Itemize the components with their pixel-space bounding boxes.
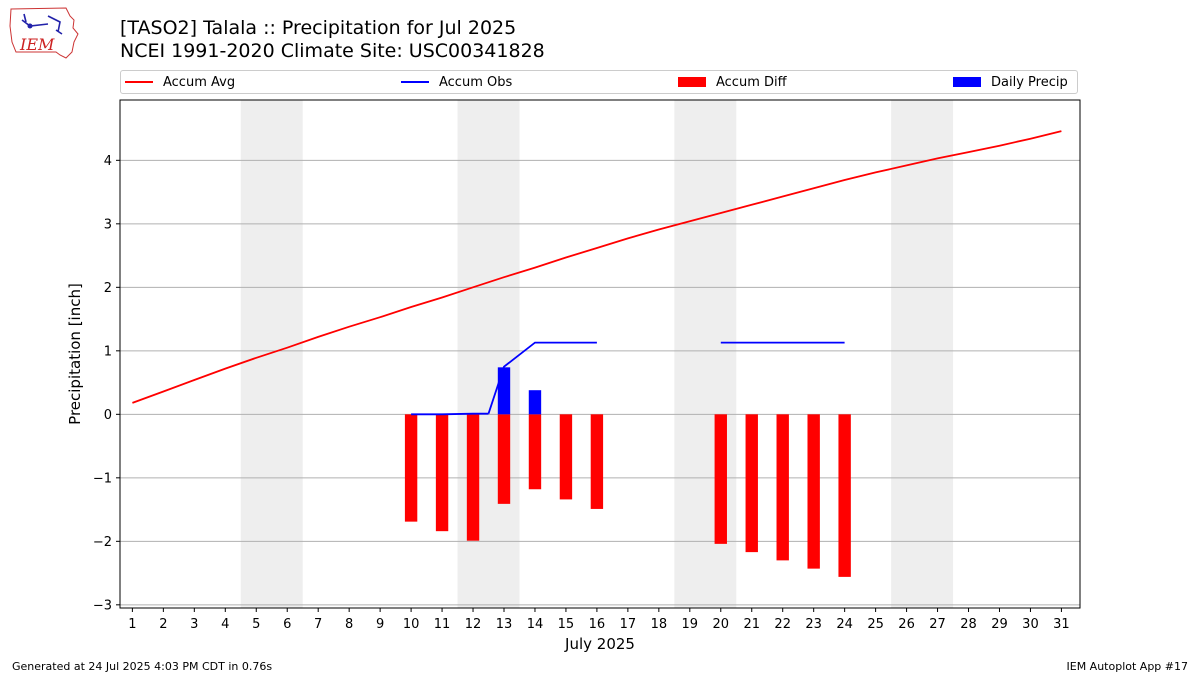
y-tick-label: 2 — [104, 281, 112, 296]
x-tick-label: 13 — [496, 617, 513, 632]
daily-precip-bar — [497, 367, 511, 415]
x-tick-label: 16 — [589, 617, 606, 632]
x-tick-label: 20 — [713, 617, 730, 632]
x-tick-label: 22 — [774, 617, 791, 632]
legend-item-accum-obs: Accum Obs — [401, 73, 512, 91]
bars — [404, 367, 851, 577]
footer-app-text: IEM Autoplot App #17 — [1066, 660, 1189, 673]
x-tick-label: 17 — [620, 617, 637, 632]
accum-obs-line — [411, 412, 489, 416]
legend-item-daily-precip: Daily Precip — [953, 73, 1068, 91]
y-tick-label: 1 — [104, 344, 112, 359]
weekend-band — [240, 100, 303, 608]
accum-diff-bar — [435, 414, 449, 532]
x-tick-label: 31 — [1053, 617, 1070, 632]
x-tick-label: 11 — [434, 617, 451, 632]
x-tick-label: 6 — [283, 617, 291, 632]
x-tick-label: 28 — [960, 617, 977, 632]
y-axis-ticks: −3 −2 −1 0 1 2 3 4 — [93, 154, 120, 613]
x-tick-label: 18 — [651, 617, 668, 632]
y-gridlines — [120, 159, 1080, 606]
legend-label-accum-diff: Accum Diff — [716, 74, 787, 90]
accum-avg-line — [132, 130, 1062, 404]
y-tick-label: −3 — [93, 598, 112, 613]
daily-precip-bar — [528, 390, 542, 415]
accum-diff-bar — [745, 414, 758, 553]
x-tick-label: 30 — [1022, 617, 1039, 632]
logo-text: IEM — [19, 35, 55, 54]
accum-diff-bar — [838, 414, 851, 577]
state-outline-icon — [9, 7, 79, 59]
chart-title: [TASO2] Talala :: Precipitation for Jul … — [120, 17, 517, 39]
x-tick-label: 5 — [252, 617, 260, 632]
accum-diff-bar — [714, 414, 727, 544]
chart-subtitle: NCEI 1991-2020 Climate Site: USC00341828 — [120, 40, 545, 62]
x-tick-label: 21 — [743, 617, 760, 632]
x-tick-label: 4 — [221, 617, 229, 632]
iem-logo: IEM — [9, 7, 79, 59]
y-tick-label: −2 — [93, 535, 112, 550]
x-tick-label: 27 — [929, 617, 946, 632]
accum-diff-bar — [528, 414, 542, 490]
y-tick-label: −1 — [93, 471, 112, 486]
x-tick-label: 25 — [867, 617, 884, 632]
x-tick-label: 8 — [345, 617, 353, 632]
x-tick-label: 24 — [836, 617, 853, 632]
x-axis-ticks: 1 2 3 4 5 6 7 8 9 10 11 12 13 14 15 16 17 18 19 20 21 22 23 24 2… — [128, 608, 1070, 632]
plot-frame — [119, 99, 1081, 609]
x-tick-label: 29 — [991, 617, 1008, 632]
x-tick-label: 10 — [403, 617, 420, 632]
x-tick-label: 7 — [314, 617, 322, 632]
y-tick-label: 0 — [104, 408, 112, 423]
accum-diff-bar — [404, 414, 418, 522]
accum-diff-bar — [776, 414, 789, 561]
x-tick-label: 12 — [465, 617, 482, 632]
legend-swatch-accum-diff — [678, 77, 706, 87]
x-tick-label: 2 — [159, 617, 167, 632]
accum-diff-bar — [807, 414, 820, 569]
y-tick-label: 4 — [104, 154, 112, 169]
chart-legend: Accum Avg Accum Obs Accum Diff Daily Pre… — [120, 70, 1078, 94]
y-axis-label: Precipitation [inch] — [66, 283, 84, 425]
x-tick-label: 19 — [682, 617, 699, 632]
x-tick-label: 26 — [898, 617, 915, 632]
legend-swatch-accum-avg — [125, 81, 153, 83]
weekend-band — [891, 100, 954, 608]
legend-label-accum-obs: Accum Obs — [439, 74, 513, 90]
legend-item-accum-diff: Accum Diff — [678, 73, 787, 91]
legend-item-accum-avg: Accum Avg — [125, 73, 235, 91]
x-tick-label: 15 — [558, 617, 575, 632]
x-tick-label: 1 — [128, 617, 136, 632]
footer-generated-text: Generated at 24 Jul 2025 4:03 PM CDT in … — [12, 660, 273, 673]
x-tick-label: 23 — [805, 617, 822, 632]
x-tick-label: 9 — [376, 617, 384, 632]
accum-obs-line — [487, 341, 597, 414]
legend-swatch-daily-precip — [953, 77, 981, 87]
legend-label-accum-avg: Accum Avg — [163, 74, 236, 90]
accum-diff-bar — [497, 414, 511, 504]
accum-diff-bar — [466, 414, 480, 541]
x-axis-label: July 2025 — [564, 635, 635, 653]
legend-label-daily-precip: Daily Precip — [991, 74, 1068, 90]
x-tick-label: 14 — [527, 617, 544, 632]
accum-diff-bar — [590, 414, 604, 509]
legend-swatch-accum-obs — [401, 81, 429, 83]
lines — [132, 130, 1062, 416]
accum-diff-bar — [559, 414, 573, 500]
y-tick-label: 3 — [104, 217, 112, 232]
x-tick-label: 3 — [190, 617, 198, 632]
